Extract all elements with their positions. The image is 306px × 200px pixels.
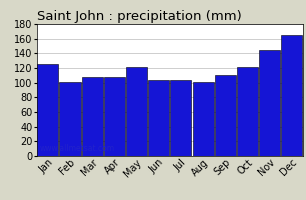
Bar (237, 67, 258, 156)
Bar (126, 67, 147, 156)
Text: Saint John : precipitation (mm): Saint John : precipitation (mm) (37, 10, 241, 23)
Bar (59, 82, 80, 156)
Bar (281, 35, 302, 156)
Bar (82, 77, 103, 156)
Text: www.allmetsat.com: www.allmetsat.com (39, 144, 114, 153)
Bar (148, 80, 169, 156)
Bar (37, 64, 58, 156)
Bar (104, 77, 125, 156)
Bar (192, 82, 214, 156)
Bar (170, 80, 192, 156)
Bar (215, 75, 236, 156)
Bar (259, 50, 280, 156)
